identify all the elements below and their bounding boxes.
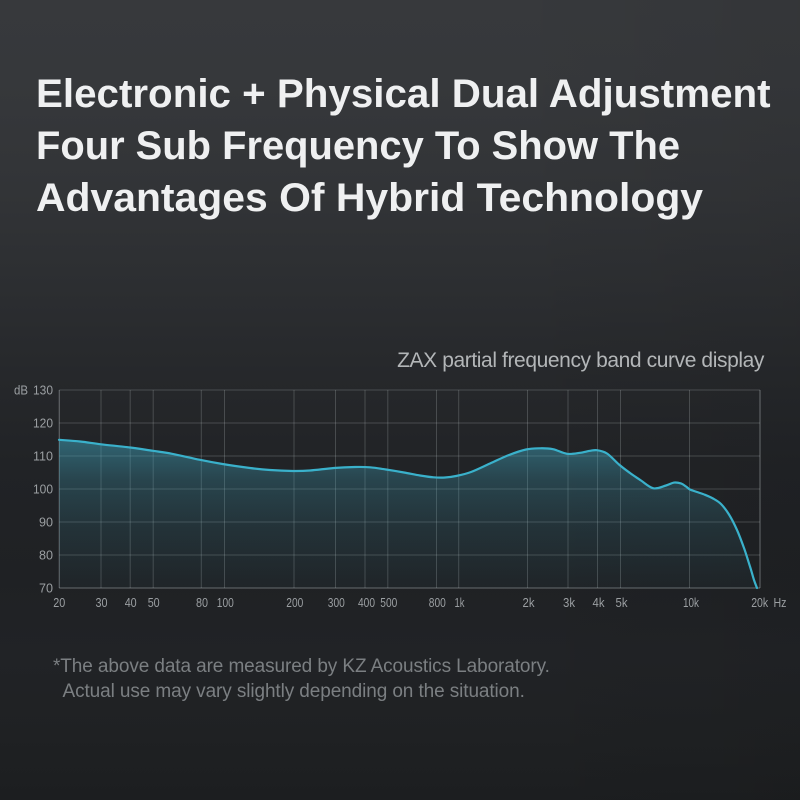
svg-text:20k: 20k [751, 595, 768, 610]
svg-text:80: 80 [39, 548, 53, 563]
svg-text:500: 500 [380, 595, 397, 610]
svg-text:10k: 10k [683, 595, 699, 610]
svg-text:400: 400 [358, 595, 375, 610]
svg-text:50: 50 [148, 595, 160, 610]
svg-text:40: 40 [125, 595, 137, 610]
svg-text:80: 80 [196, 595, 208, 610]
svg-text:2k: 2k [523, 595, 535, 610]
svg-text:100: 100 [217, 595, 234, 610]
svg-text:100: 100 [33, 482, 53, 497]
svg-text:800: 800 [429, 595, 446, 610]
svg-text:90: 90 [39, 515, 53, 530]
svg-text:4k: 4k [593, 595, 605, 610]
svg-text:5k: 5k [616, 595, 628, 610]
svg-text:30: 30 [96, 595, 108, 610]
svg-text:110: 110 [33, 449, 53, 464]
svg-text:1k: 1k [455, 595, 465, 610]
svg-text:70: 70 [39, 581, 53, 596]
svg-text:120: 120 [33, 416, 53, 431]
svg-text:130: 130 [33, 383, 53, 398]
svg-text:Hz: Hz [774, 595, 787, 610]
svg-text:3k: 3k [563, 595, 575, 610]
svg-text:200: 200 [286, 595, 303, 610]
svg-text:20: 20 [53, 595, 65, 610]
svg-text:dB: dB [14, 383, 28, 398]
svg-text:300: 300 [328, 595, 345, 610]
